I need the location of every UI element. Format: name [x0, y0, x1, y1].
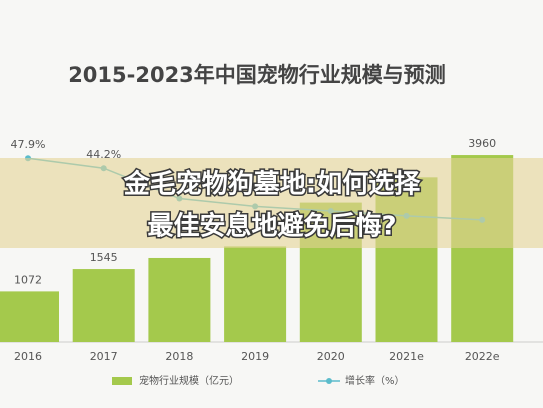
legend-marker: [326, 378, 332, 384]
x-tick-label: 2021e: [389, 350, 424, 363]
data-label: 44.2%: [86, 148, 121, 161]
data-label: 3960: [468, 137, 496, 150]
x-tick-label: 2020: [317, 350, 345, 363]
x-tick-label: 2016: [14, 350, 42, 363]
overlay-headline: 最佳安息地避免后悔?: [147, 211, 396, 242]
x-tick-label: 2018: [165, 350, 193, 363]
overlay-headline: 金毛宠物狗墓地:如何选择: [123, 169, 421, 200]
legend-label: 增长率（%）: [345, 374, 405, 387]
data-label: 47.9%: [11, 138, 46, 151]
bar: [148, 257, 211, 342]
x-tick-label: 2022e: [465, 350, 500, 363]
x-tick-label: 2017: [90, 350, 118, 363]
bar: [72, 269, 135, 342]
x-tick-label: 2019: [241, 350, 269, 363]
legend-label: 宠物行业规模（亿元）: [139, 374, 239, 387]
chart-title: 2015-2023年中国宠物行业规模与预测: [68, 63, 446, 87]
overlay-banner: [0, 158, 543, 248]
bar: [224, 246, 287, 342]
data-label: 1072: [14, 273, 42, 286]
legend-swatch: [112, 377, 132, 385]
bar: [0, 291, 59, 342]
data-label: 1545: [90, 251, 118, 264]
